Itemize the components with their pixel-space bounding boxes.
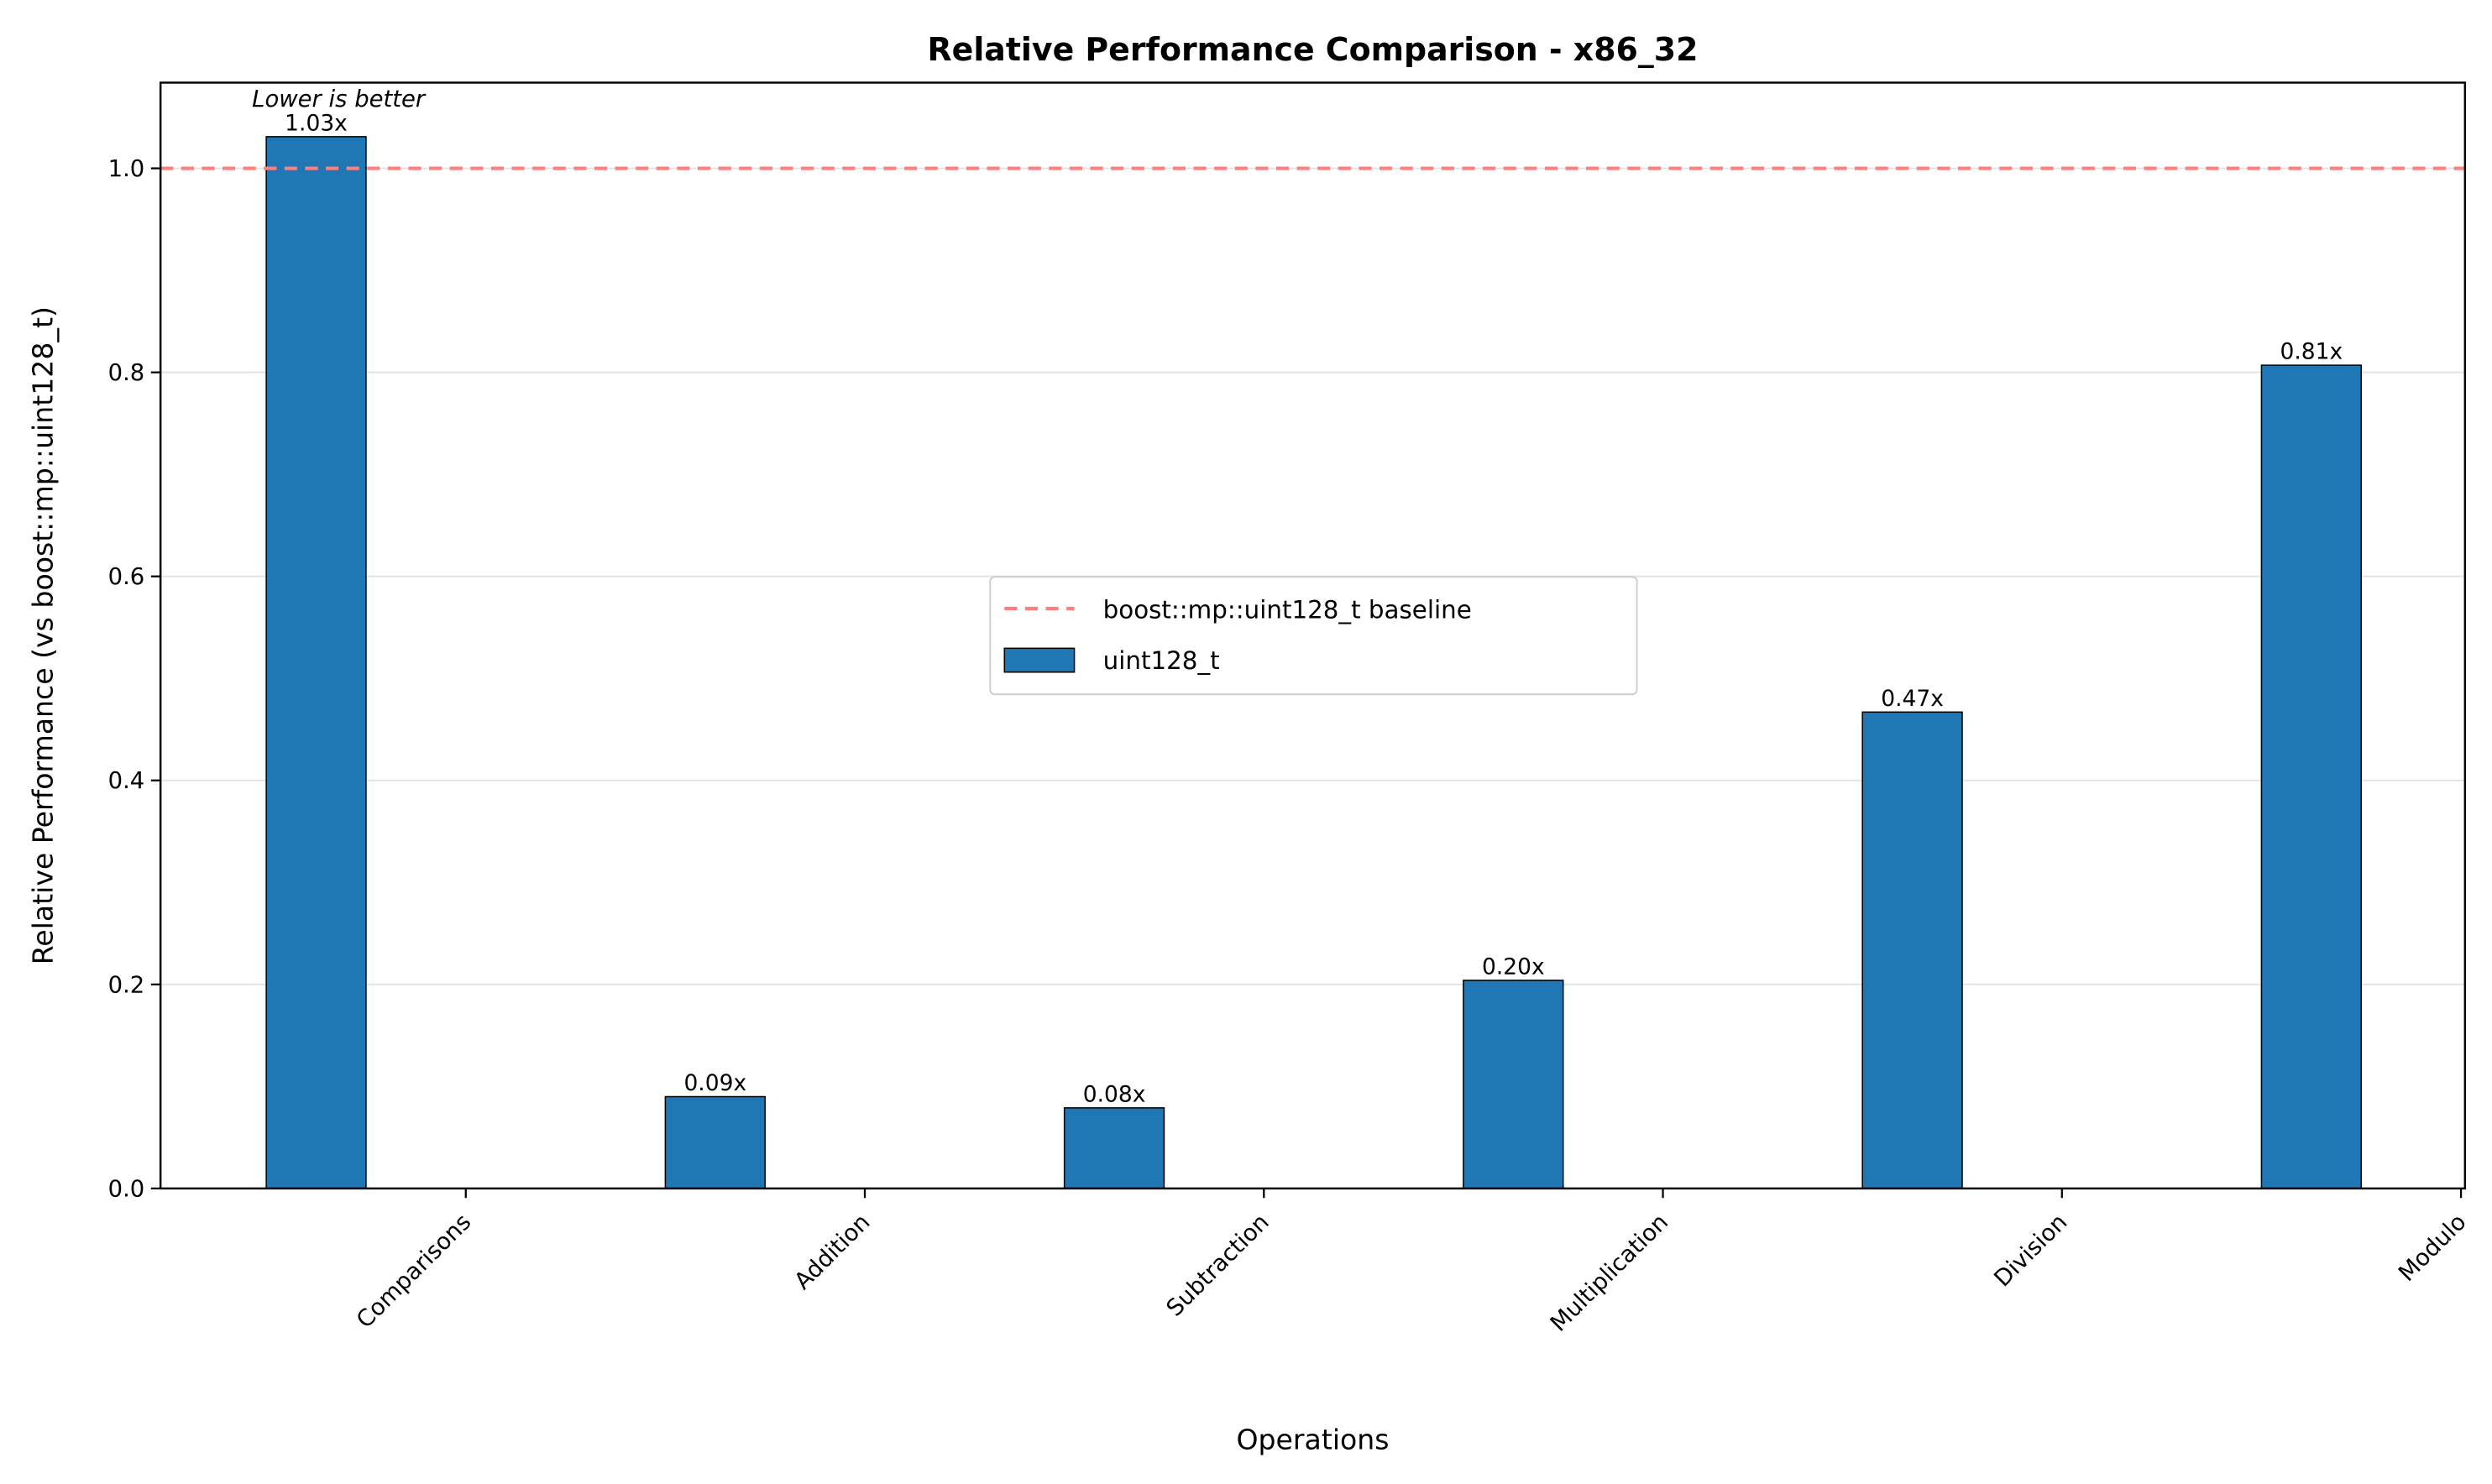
y-tick-label: 0.4 [108,768,145,794]
bar [1861,711,1963,1189]
y-tick-label: 0.2 [108,972,145,998]
bar [1063,1107,1165,1189]
y-tick-label: 0.8 [108,360,145,386]
bar [2260,364,2363,1189]
bar [1463,980,1564,1189]
y-axis: 0.0 0.2 0.4 0.6 0.8 1.0 [108,156,161,1202]
bar-value-label: 0.20x [1482,954,1545,980]
data-labels: 1.03x 0.09x 0.08x 0.20x 0.47x 0.81x [285,110,2343,1107]
bar-value-label: 0.47x [1881,686,1944,712]
legend-box [989,576,1638,696]
annotation: Lower is better [252,86,427,112]
x-axis-label: Operations [1236,1423,1389,1455]
legend: boost::mp::uint128_t baseline uint128_t [989,576,1638,696]
bar-value-label: 1.03x [285,110,348,136]
bar-value-label: 0.81x [2280,339,2343,365]
y-tick-label: 0.6 [108,564,145,590]
legend-series-label: uint128_t [1103,646,1220,675]
y-axis-label: Relative Performance (vs boost::mp::uint… [26,306,59,964]
y-tick-label: 0.0 [108,1176,145,1202]
y-tick-label: 1.0 [108,156,145,182]
legend-baseline-label: boost::mp::uint128_t baseline [1103,595,1472,624]
bar [265,136,367,1189]
bar-value-label: 0.08x [1083,1081,1146,1107]
plot-frame [159,81,2467,1190]
legend-series-swatch [1003,647,1076,673]
bar [664,1095,766,1189]
chart-title: Relative Performance Comparison - x86_32 [928,31,1699,68]
bars [265,136,2363,1189]
bar-value-label: 0.09x [683,1070,746,1096]
